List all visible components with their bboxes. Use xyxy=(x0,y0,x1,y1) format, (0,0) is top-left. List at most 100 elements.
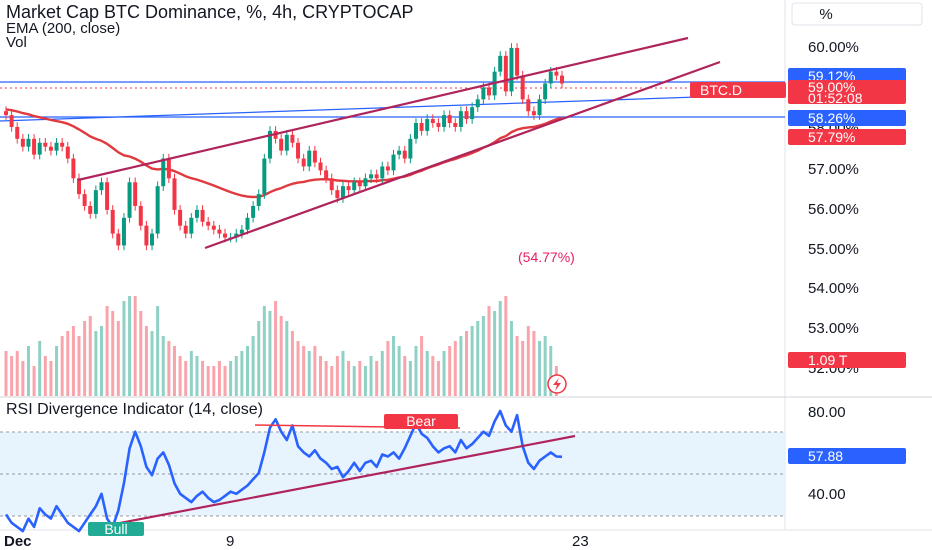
ema-200-line xyxy=(5,108,563,199)
volume-bar xyxy=(324,361,328,396)
chart-title[interactable]: Market Cap BTC Dominance, %, 4h, CRYPTOC… xyxy=(6,2,414,22)
volume-bar xyxy=(296,341,300,396)
volume-bar xyxy=(504,296,508,396)
channel-lower-line[interactable] xyxy=(204,60,721,250)
candle-body xyxy=(548,71,553,84)
volume-bar xyxy=(189,351,193,396)
candle-body xyxy=(363,178,368,187)
candle-body xyxy=(105,182,110,210)
volume-bar xyxy=(453,341,457,396)
volume-bar xyxy=(386,341,390,396)
volume-indicator-label[interactable]: Vol xyxy=(6,34,27,51)
candle-body xyxy=(26,138,31,147)
candle-body xyxy=(380,166,385,179)
volume-bar xyxy=(532,331,536,396)
volume-bar xyxy=(128,296,132,396)
tag-lower-line-bg xyxy=(788,110,906,126)
candle-body xyxy=(526,99,531,112)
candle-body xyxy=(357,182,362,187)
volume-bar xyxy=(178,356,182,396)
candle-body xyxy=(279,138,284,151)
candle-body xyxy=(200,209,205,222)
candle-body xyxy=(464,111,469,120)
candle-body xyxy=(43,142,48,147)
bear-label-bg xyxy=(384,414,458,429)
volume-bar xyxy=(380,351,384,396)
volume-bar xyxy=(476,321,480,396)
tag-last-price-bg xyxy=(788,80,906,104)
candle-body xyxy=(178,209,183,226)
candle-body xyxy=(161,158,166,187)
tag-countdown: 01:52:08 xyxy=(808,90,863,106)
candle-body xyxy=(425,119,430,131)
volume-bar xyxy=(414,346,418,396)
candle-body xyxy=(37,142,42,155)
candle-body xyxy=(48,146,53,151)
candle-body xyxy=(54,142,59,151)
candle-body xyxy=(138,205,143,226)
volume-bar xyxy=(397,346,401,396)
volume-bar xyxy=(195,356,199,396)
candle-body xyxy=(385,166,390,171)
volume-bar xyxy=(408,361,412,396)
candle-body xyxy=(397,150,402,155)
volume-bar xyxy=(144,326,148,396)
volume-bar xyxy=(88,316,92,396)
ema-indicator-label[interactable]: EMA (200, close) xyxy=(6,20,121,37)
volume-bar xyxy=(26,346,30,396)
volume-bar xyxy=(217,361,221,396)
volume-bar xyxy=(184,361,188,396)
volume-bar xyxy=(223,366,227,396)
scale-mode-label: % xyxy=(819,6,832,23)
volume-bar xyxy=(77,336,81,396)
candle-body xyxy=(223,233,228,238)
candle-body xyxy=(335,190,340,199)
volume-bar xyxy=(55,346,59,396)
volume-bar xyxy=(268,311,272,396)
rsi-title[interactable]: RSI Divergence Indicator (14, close) xyxy=(6,401,263,418)
volume-bar xyxy=(538,341,542,396)
tag-symbol: BTC.D xyxy=(700,82,742,98)
candle-body xyxy=(413,123,418,139)
candle-body xyxy=(194,209,199,218)
volume-bar xyxy=(465,331,469,396)
candle-body xyxy=(554,71,559,76)
volume-bar xyxy=(290,331,294,396)
volume-bar xyxy=(156,306,160,396)
candle-body xyxy=(408,138,413,159)
candle-body xyxy=(262,158,267,195)
volume-bar xyxy=(71,326,75,396)
rsi-bull-trendline[interactable] xyxy=(119,434,576,525)
volume-bar xyxy=(161,336,165,396)
volume-bar xyxy=(509,321,513,396)
volume-bar xyxy=(116,321,120,396)
candle-body xyxy=(346,186,351,191)
candle-body xyxy=(99,182,104,191)
candle-body xyxy=(71,158,76,179)
candle-body xyxy=(475,99,480,108)
volume-bar xyxy=(43,356,47,396)
candle-body xyxy=(329,178,334,191)
volume-bar xyxy=(549,346,553,396)
volume-bar xyxy=(363,366,367,396)
candle-body xyxy=(211,225,216,230)
channel-upper-line[interactable] xyxy=(77,36,689,182)
volume-bar xyxy=(493,311,497,396)
candle-body xyxy=(352,182,357,191)
candle-body xyxy=(133,182,138,206)
candle-body xyxy=(155,186,160,234)
candle-body xyxy=(88,205,93,214)
volume-bar xyxy=(94,331,98,396)
candle-body xyxy=(65,146,70,159)
candle-body xyxy=(312,150,317,163)
rsi-y-tick-80: 80.00 xyxy=(808,404,846,421)
volume-bar xyxy=(240,351,244,396)
volume-bar xyxy=(10,356,14,396)
volume-bar xyxy=(307,351,311,396)
volume-bar xyxy=(139,311,143,396)
scale-mode-button[interactable] xyxy=(791,2,923,26)
candle-body xyxy=(301,158,306,167)
volume-bar xyxy=(150,331,154,396)
volume-bar xyxy=(521,341,525,396)
